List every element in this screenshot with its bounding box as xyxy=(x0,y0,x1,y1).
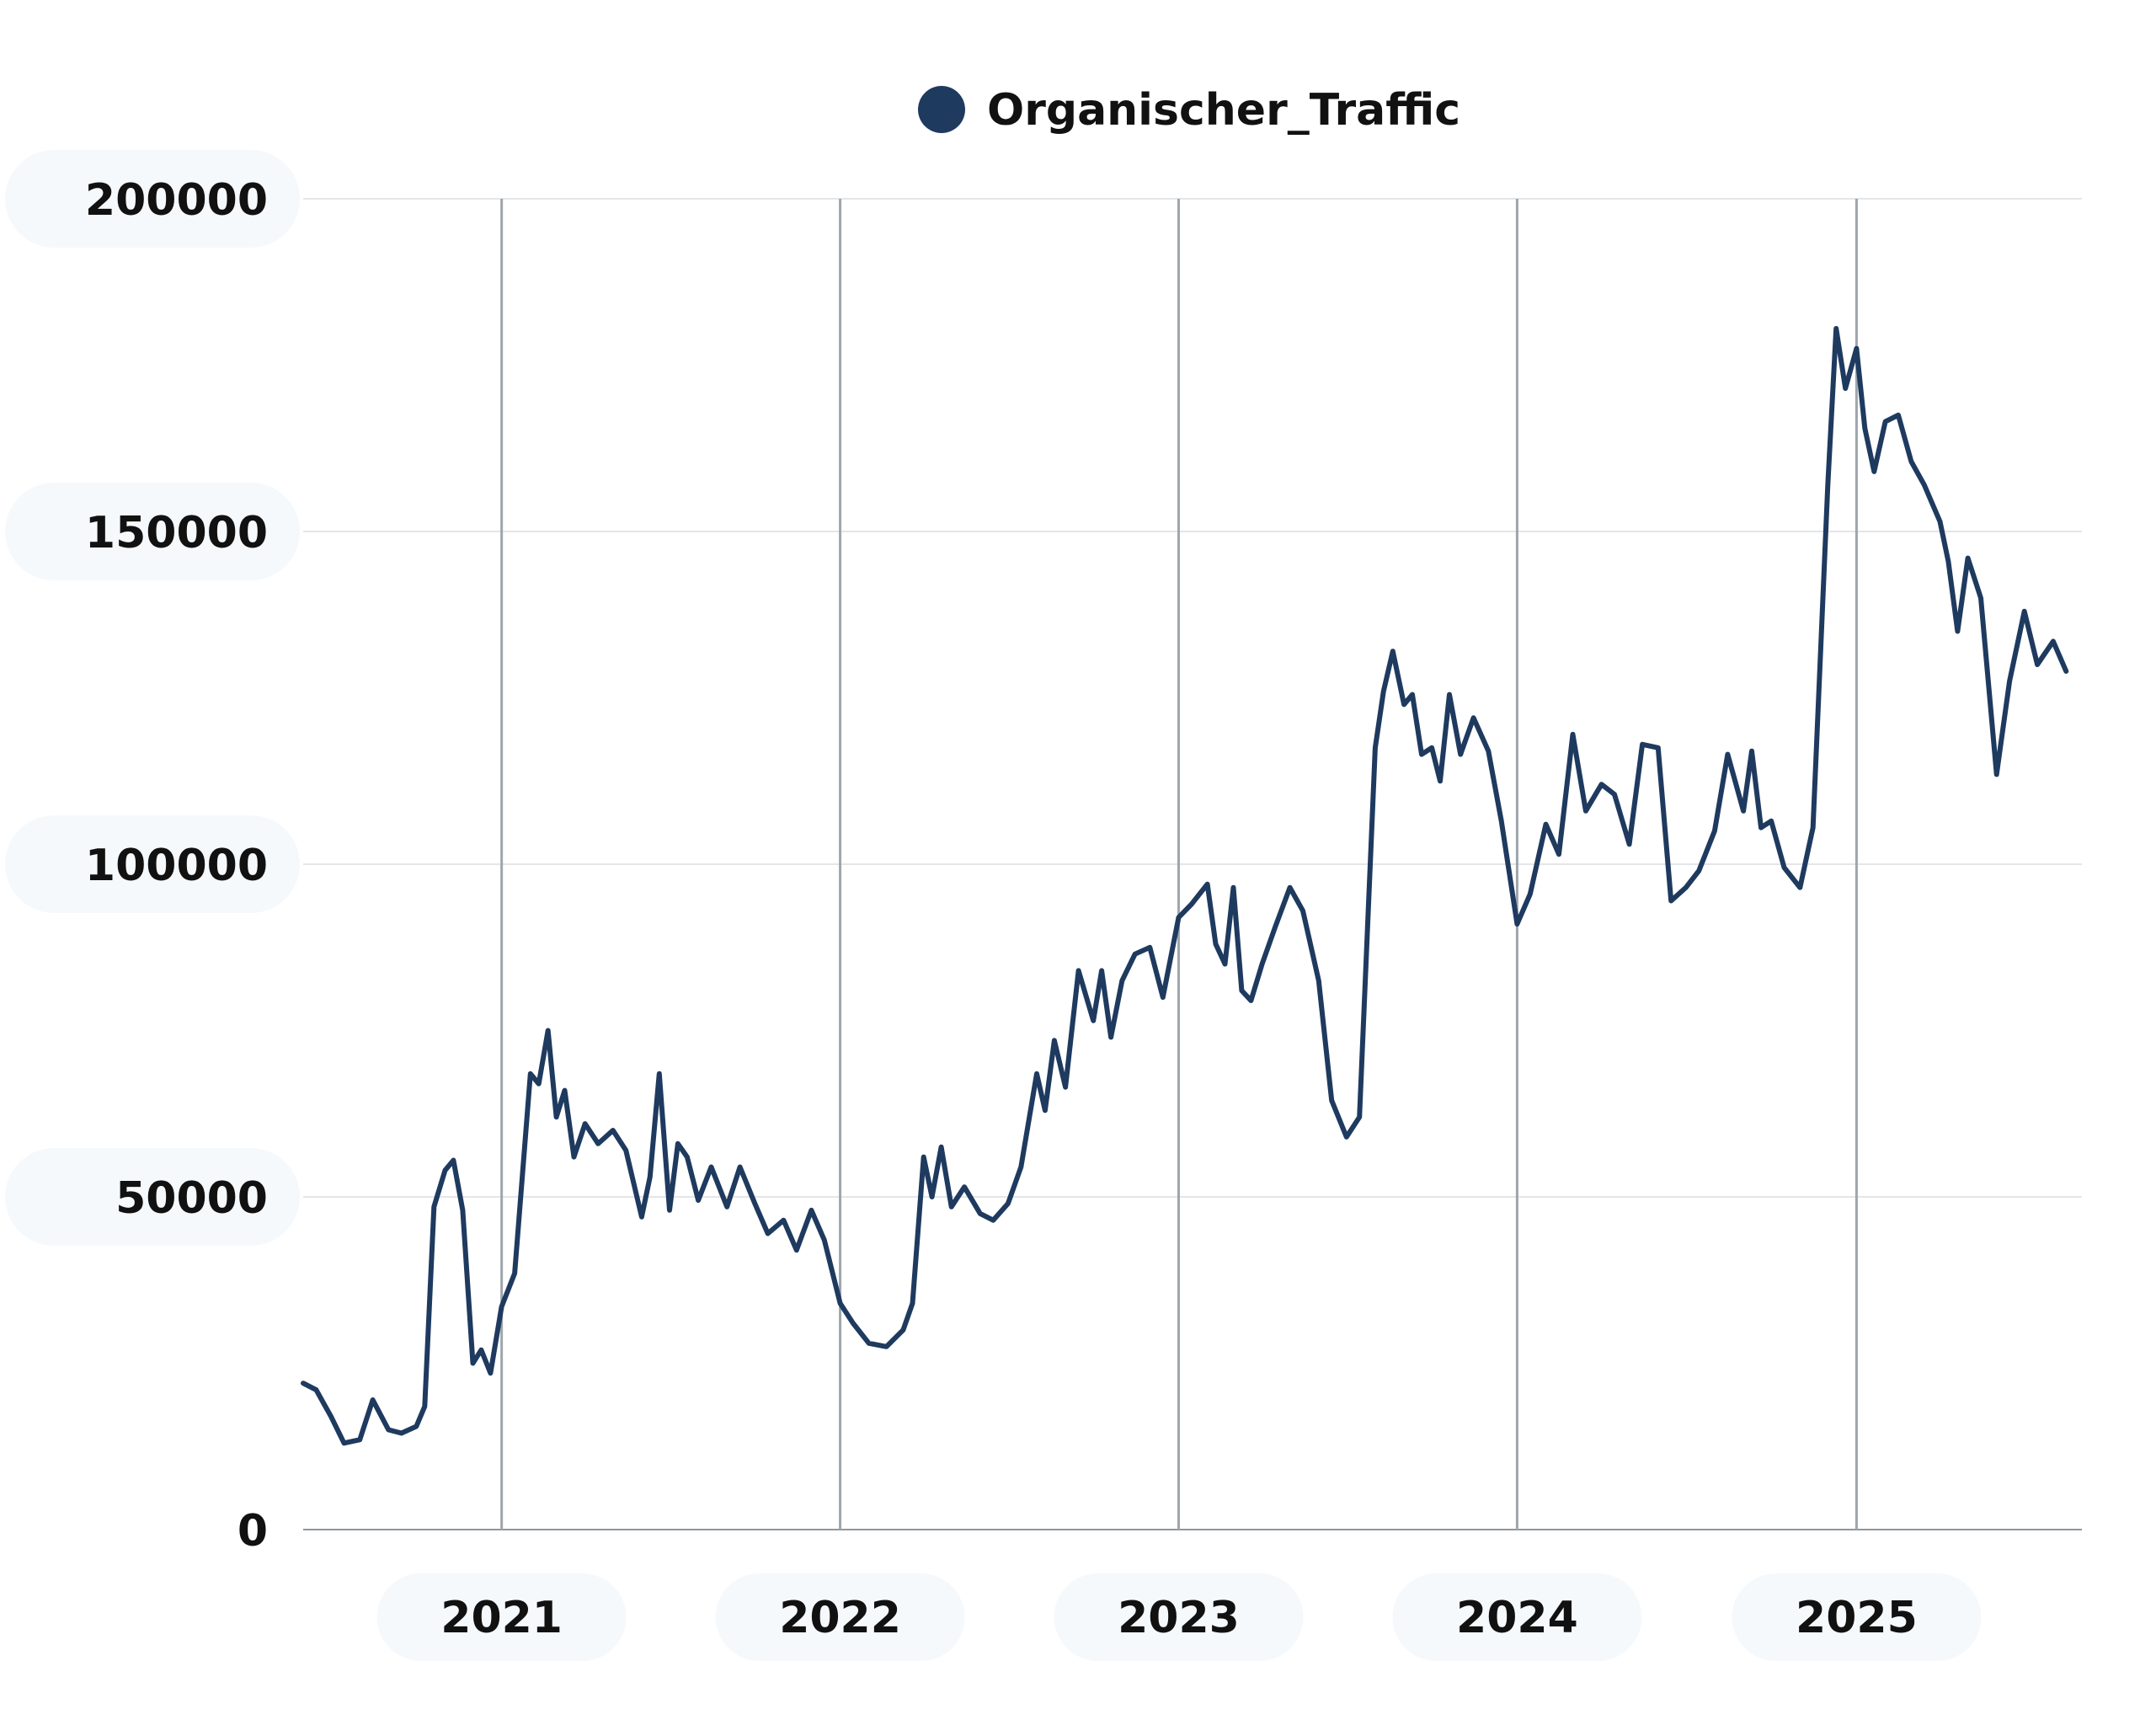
y-tick-pill xyxy=(5,483,300,580)
axis-layer: 0 50000 100000 150000 200000 2021 2022 2023 2024… xyxy=(5,150,1982,1661)
x-tick-pill xyxy=(1732,1573,1982,1661)
legend-label: Organischer_Traffic xyxy=(987,85,1460,136)
y-tick-pill xyxy=(5,815,300,913)
y-tick-label: 100000 xyxy=(85,841,268,891)
series-layer xyxy=(301,326,2069,1446)
x-tick-label: 2025 xyxy=(1796,1593,1918,1643)
y-tick-pill xyxy=(5,150,300,248)
series-line xyxy=(301,326,2069,1446)
legend-marker xyxy=(918,86,965,133)
x-tick-pill xyxy=(1054,1573,1304,1661)
x-tick-label: 2021 xyxy=(440,1593,563,1643)
legend[interactable]: Organischer_Traffic xyxy=(918,85,1460,136)
y-tick-pill xyxy=(5,1148,300,1246)
y-tick-label: 200000 xyxy=(85,175,268,226)
grid-layer xyxy=(303,198,2082,1530)
x-tick-pill xyxy=(1392,1573,1642,1661)
x-tick-label: 2024 xyxy=(1456,1593,1578,1643)
y-tick-label: 50000 xyxy=(115,1173,268,1224)
x-tick-pill xyxy=(715,1573,965,1661)
y-tick-label: 150000 xyxy=(85,508,268,558)
y-tick-label: 0 xyxy=(237,1506,268,1557)
x-tick-label: 2022 xyxy=(779,1593,901,1643)
x-tick-label: 2023 xyxy=(1118,1593,1240,1643)
x-tick-pill xyxy=(376,1573,627,1661)
